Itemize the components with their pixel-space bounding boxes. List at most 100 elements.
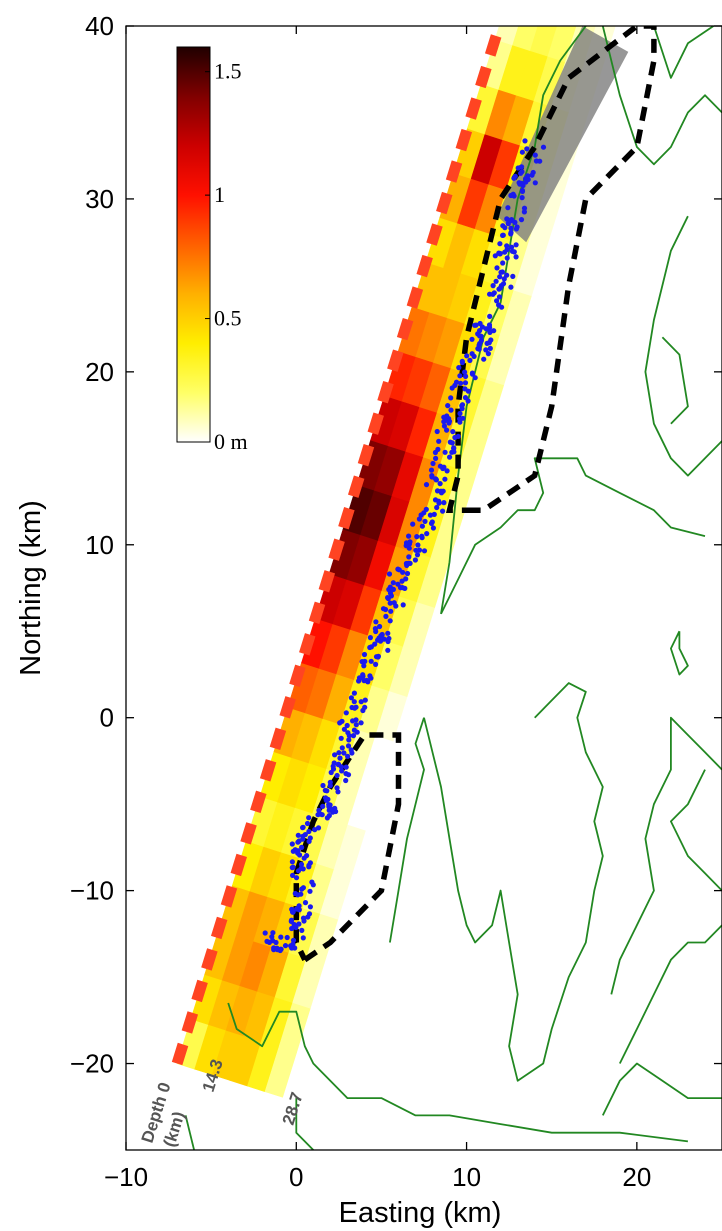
aftershock-point <box>422 518 428 525</box>
aftershock-point <box>289 925 295 932</box>
aftershock-point <box>301 855 307 861</box>
aftershock-point <box>344 722 350 729</box>
aftershock-point <box>361 663 367 669</box>
aftershock-point <box>434 428 440 435</box>
aftershock-point <box>332 752 338 758</box>
aftershock-point <box>477 333 483 339</box>
aftershock-point <box>338 735 344 741</box>
aftershock-point <box>483 347 489 353</box>
aftershock-point <box>289 859 295 865</box>
y-tick-label: 30 <box>85 184 114 214</box>
aftershock-point <box>494 298 500 304</box>
aftershock-point <box>440 508 446 514</box>
aftershock-point <box>284 934 290 941</box>
axis-ticks: −10 0 10 20 −20 −10 0 10 20 30 40 <box>70 11 722 1192</box>
colorbar-gradient <box>176 46 211 443</box>
aftershock-point <box>434 488 441 494</box>
aftershock-point <box>436 438 442 444</box>
aftershock-point <box>402 585 408 592</box>
coastline <box>601 26 722 166</box>
fault-surface-trace <box>171 26 505 1066</box>
slip-patch <box>509 0 540 1</box>
aftershock-point <box>508 284 514 290</box>
aftershock-point <box>413 547 419 553</box>
aftershock-point <box>469 336 475 342</box>
aftershock-point <box>513 242 519 248</box>
y-axis-title: Northing (km) <box>15 500 47 676</box>
aftershock-point <box>335 789 341 795</box>
aftershock-point <box>295 848 301 854</box>
aftershock-point <box>518 217 525 223</box>
aftershock-point <box>481 356 487 362</box>
aftershock-point <box>387 587 393 593</box>
aftershock-point <box>504 272 510 278</box>
aftershock-point <box>300 866 306 872</box>
aftershock-point <box>377 623 383 630</box>
aftershock-point <box>508 225 514 231</box>
aftershock-point <box>532 180 538 186</box>
aftershock-point <box>359 659 365 665</box>
aftershock-point <box>433 455 439 461</box>
aftershock-point <box>288 917 295 923</box>
aftershock-point <box>282 943 289 949</box>
aftershock-point <box>504 243 510 249</box>
aftershock-point <box>441 419 447 425</box>
aftershock-point <box>339 745 345 751</box>
colorbar-tick-label: 0.5 <box>214 306 242 331</box>
colorbar-tick-label: 0 m <box>214 429 248 454</box>
aftershock-point <box>487 345 493 351</box>
aftershock-point <box>519 195 525 201</box>
coastline <box>601 1062 722 1116</box>
aftershock-point <box>343 710 349 716</box>
aftershock-point <box>396 567 402 573</box>
aftershock-point <box>519 187 526 194</box>
aftershock-point <box>320 803 326 810</box>
aftershock-point <box>467 357 473 363</box>
aftershock-point <box>440 465 446 472</box>
aftershock-point <box>529 172 535 178</box>
aftershock-point <box>349 704 355 711</box>
aftershock-point <box>360 707 366 714</box>
x-axis-title: Easting (km) <box>339 1197 502 1229</box>
aftershock-point <box>511 175 517 181</box>
aftershock-point <box>447 454 453 460</box>
aftershock-point <box>430 525 436 531</box>
coastline <box>644 215 722 477</box>
aftershock-point <box>500 260 506 266</box>
aftershock-point <box>451 445 457 451</box>
aftershock-point <box>497 251 503 257</box>
coastline <box>610 716 722 995</box>
aftershock-point <box>383 613 389 620</box>
aftershock-point <box>406 533 412 539</box>
aftershock-point <box>290 909 296 915</box>
aftershock-point <box>387 618 393 624</box>
slip-patch <box>527 0 558 6</box>
aftershock-point <box>343 777 349 784</box>
aftershock-point <box>444 413 450 419</box>
aftershock-point <box>464 353 470 359</box>
colorbar-tick-label: 1.5 <box>214 59 242 84</box>
aftershock-point <box>505 205 511 211</box>
aftershock-point <box>515 165 521 171</box>
aftershock-point <box>441 423 447 429</box>
aftershock-point <box>463 373 469 379</box>
aftershock-point <box>397 585 404 591</box>
aftershock-point <box>457 416 463 422</box>
aftershock-point <box>341 726 347 732</box>
aftershock-point <box>306 815 312 821</box>
plot-area <box>171 0 722 1150</box>
aftershock-point <box>504 247 510 253</box>
aftershock-point <box>307 835 313 841</box>
aftershock-point <box>457 373 463 379</box>
slip-patch <box>494 26 519 46</box>
aftershock-point <box>444 468 450 474</box>
aftershock-point <box>358 720 364 726</box>
aftershock-point <box>295 839 301 845</box>
aftershock-point <box>490 283 496 289</box>
y-tick-label: 0 <box>100 703 114 733</box>
aftershock-point <box>414 552 421 558</box>
aftershock-point <box>385 630 391 636</box>
y-tick-label: −10 <box>70 876 114 906</box>
aftershock-point <box>320 782 326 789</box>
